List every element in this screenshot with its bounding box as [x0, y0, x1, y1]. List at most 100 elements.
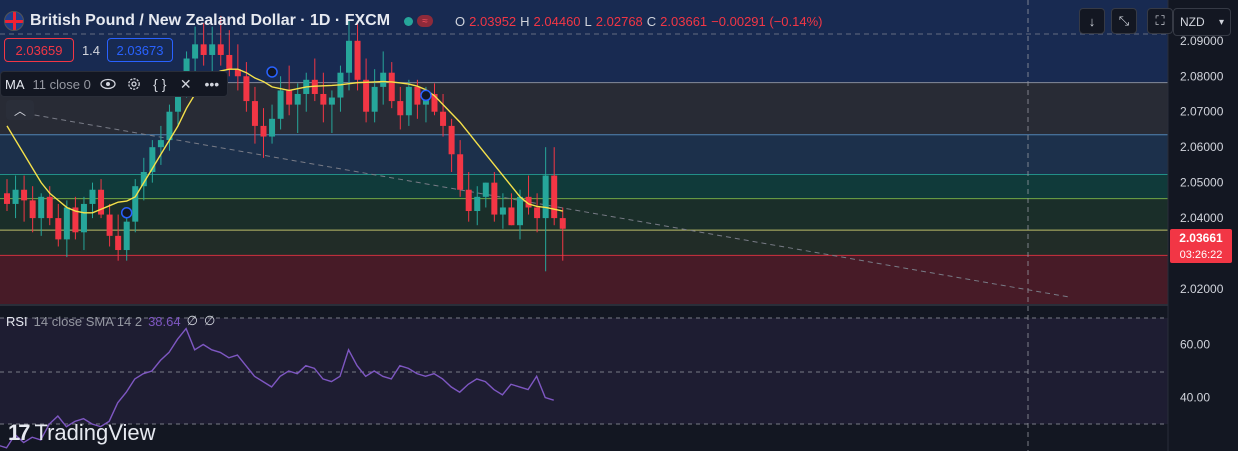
high-label: H	[520, 13, 530, 29]
candle-body	[21, 189, 28, 201]
candle-body	[226, 54, 233, 70]
candle-body	[46, 196, 53, 219]
candle-body	[63, 207, 70, 240]
ohlc-values: O 2.03952 H 2.04460 L 2.02768 C 2.03661 −0.0…	[455, 14, 822, 29]
ma-legend-name: MA	[5, 76, 25, 92]
tradingview-watermark[interactable]: 17 TradingView	[8, 420, 156, 446]
candle-body	[132, 186, 139, 222]
candle-body	[269, 118, 276, 137]
candle-body	[534, 207, 541, 219]
rsi-tick-label: 60.00	[1180, 338, 1210, 352]
currency-button[interactable]: NZD ▾	[1173, 8, 1231, 36]
screenshot-icon[interactable]: ⛶	[1147, 8, 1173, 34]
zone-2	[0, 134, 1168, 175]
price-tick-label: 2.05000	[1180, 176, 1224, 190]
candle-body	[491, 182, 498, 215]
collapse-icon[interactable]: ⤡	[1111, 8, 1137, 34]
candle-body	[551, 175, 558, 219]
candle-body	[320, 93, 327, 105]
high-value: 2.04460	[533, 13, 581, 29]
ma-legend[interactable]: MA 11 close 0 { } ✕ •••	[0, 71, 228, 97]
candle-body	[234, 69, 241, 77]
candle-body	[149, 147, 156, 173]
open-value: 2.03952	[469, 13, 517, 29]
zone-6	[0, 255, 1168, 305]
candle-body	[346, 40, 352, 73]
price-tick-label: 2.08000	[1180, 69, 1224, 83]
brand-name: TradingView	[34, 420, 156, 445]
candle-body	[431, 93, 438, 112]
gear-icon[interactable]	[125, 75, 143, 93]
candle-body	[72, 207, 79, 233]
more-icon[interactable]: •••	[204, 76, 220, 92]
change-value: −0.00291 (−0.14%)	[711, 13, 823, 29]
candle-body	[277, 90, 284, 119]
rsi-legend-v3: ∅	[203, 313, 216, 328]
rsi-legend-value: 38.64	[148, 313, 181, 329]
eye-icon[interactable]	[99, 75, 117, 93]
candle-body	[286, 90, 293, 105]
down-arrow-icon[interactable]: ↓	[1079, 8, 1105, 34]
candle-body	[98, 189, 105, 215]
market-status[interactable]: ≈	[404, 15, 434, 27]
ma-line	[6, 68, 563, 214]
candle-body	[29, 200, 36, 219]
low-label: L	[584, 13, 592, 29]
chevron-up-icon[interactable]: ︿	[6, 100, 34, 120]
price-tick-label: 2.06000	[1180, 140, 1224, 154]
candle-body	[115, 235, 122, 251]
price-tick-label: 2.09000	[1180, 34, 1224, 48]
candle-body	[482, 182, 489, 197]
tradingview-logo-icon: 17	[8, 420, 31, 445]
candle-body	[294, 93, 301, 105]
zone-4	[0, 198, 1168, 231]
price-axis[interactable]: 2.09000 2.08000 2.07000 2.06000 2.05000 2.040…	[1180, 34, 1224, 296]
candle-body	[311, 79, 318, 94]
symbol-title[interactable]: British Pound / New Zealand Dollar · 1D …	[30, 12, 391, 29]
candle-body	[328, 97, 335, 105]
close-icon[interactable]: ✕	[179, 75, 192, 92]
candle-body	[200, 44, 207, 55]
candle-body	[166, 111, 173, 141]
candle-body	[559, 218, 566, 229]
chevron-down-icon: ▾	[1218, 16, 1224, 28]
rsi-axis[interactable]: 60.00 40.00	[1180, 338, 1210, 405]
rsi-tick-label: 40.00	[1180, 391, 1210, 405]
trend-anchor-points[interactable]	[120, 66, 432, 219]
candle-body	[80, 203, 87, 233]
rsi-legend-v2: ∅	[186, 313, 198, 328]
candle-body	[251, 101, 258, 126]
price-tick-label: 2.04000	[1180, 211, 1224, 225]
candle-body	[243, 76, 250, 102]
currency-label: NZD	[1180, 15, 1205, 29]
open-label: O	[455, 13, 466, 29]
candle-body	[4, 193, 10, 204]
sell-price-button[interactable]: 2.03659	[4, 38, 74, 62]
candle-body	[380, 72, 387, 87]
candle-body	[499, 207, 506, 215]
candle-body	[354, 40, 361, 80]
candle-body	[465, 189, 472, 212]
data-status-icon: ≈	[417, 15, 434, 27]
rsi-legend[interactable]: RSI 14 close SMA 14 2 38.64 ∅ ∅	[6, 313, 215, 329]
candle-body	[106, 214, 113, 236]
braces-icon[interactable]: { }	[153, 76, 167, 92]
candle-body	[89, 189, 96, 204]
low-value: 2.02768	[595, 13, 643, 29]
price-tick-label: 2.07000	[1180, 105, 1224, 119]
close-value: 2.03661	[660, 13, 708, 29]
candle-body	[209, 44, 216, 55]
rsi-line	[0, 327, 554, 449]
candle-body	[414, 86, 421, 105]
buy-price-button[interactable]: 2.03673	[107, 38, 173, 62]
ma-legend-args: 11 close 0	[32, 76, 91, 92]
candle-body	[175, 86, 181, 112]
trend-anchor-point	[120, 207, 133, 219]
candle-body	[542, 175, 549, 219]
trend-anchor-point	[420, 89, 432, 102]
flag-icon[interactable]	[4, 11, 24, 31]
price-tick-label: 2.02000	[1180, 282, 1224, 296]
close-label: C	[646, 13, 657, 29]
candle-body	[371, 86, 378, 112]
